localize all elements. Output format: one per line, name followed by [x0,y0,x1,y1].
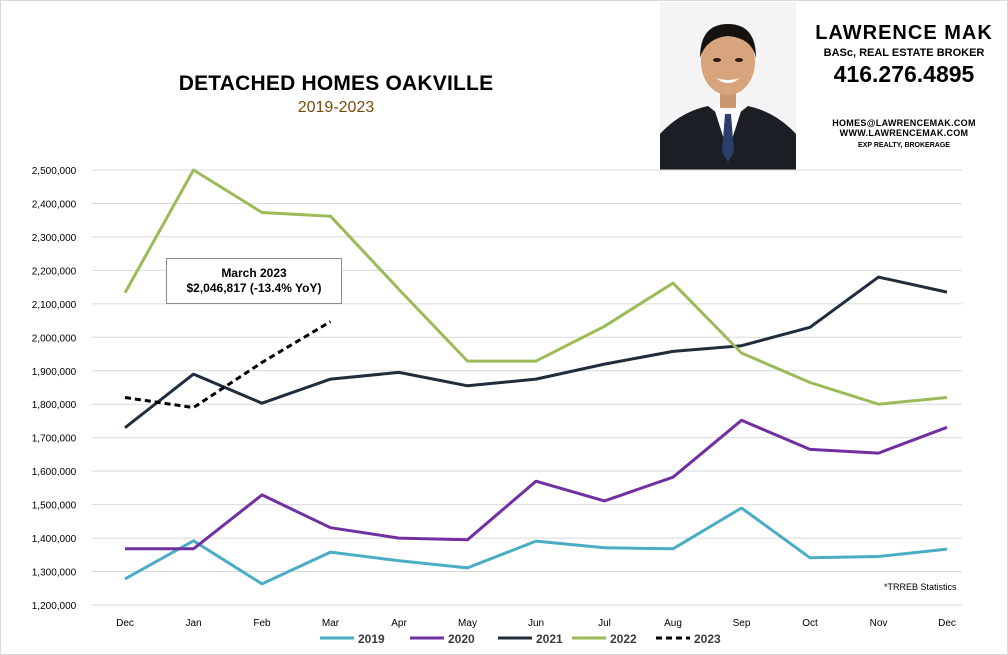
agent-info: LAWRENCE MAK BASc, REAL ESTATE BROKER 41… [808,22,1000,149]
y-tick-label: 1,300,000 [32,568,77,579]
y-tick-label: 1,500,000 [32,501,77,512]
y-tick-label: 1,400,000 [32,534,77,545]
legend-label-2020: 2020 [448,632,475,646]
x-tick-label: May [458,618,477,629]
series-line-2023 [124,320,332,410]
y-tick-label: 1,800,000 [32,400,77,411]
y-tick-label: 2,500,000 [32,166,77,177]
series-line-2019 [124,506,948,586]
source-note: *TRREB Statistics [884,582,957,592]
chart-title: DETACHED HOMES OAKVILLE [178,72,494,95]
x-tick-label: Oct [802,618,818,629]
x-tick-label: Nov [870,618,888,629]
x-tick-label: Sep [733,618,751,629]
x-tick-label: Dec [938,618,956,629]
y-tick-label: 2,300,000 [32,233,77,244]
x-tick-label: Aug [664,618,682,629]
agent-email: HOMES@LAWRENCEMAK.COM [832,118,976,128]
y-tick-label: 1,200,000 [32,601,77,612]
y-tick-label: 2,400,000 [32,199,77,210]
legend-label-2019: 2019 [358,632,385,646]
series-line-2022 [123,168,948,406]
y-tick-label: 2,100,000 [32,300,77,311]
agent-credentials: BASc, REAL ESTATE BROKER [823,47,985,59]
callout-line-2: $2,046,817 (-13.4% YoY) [186,281,322,295]
x-tick-label: Jun [528,618,544,629]
x-tick-label: Mar [322,618,340,629]
y-tick-label: 1,600,000 [32,467,77,478]
y-tick-label: 2,000,000 [32,333,77,344]
series-line-2021 [124,275,948,429]
x-tick-label: Feb [253,618,271,629]
agent-brokerage: EXP REALTY, BROKERAGE [858,142,950,149]
legend-label-2022: 2022 [610,632,637,646]
x-tick-label: Jan [185,618,201,629]
series-line-2020 [125,418,948,551]
callout-line-1: March 2023 [221,266,287,280]
y-tick-label: 1,900,000 [32,367,77,378]
x-tick-label: Dec [116,618,134,629]
chart-subtitle: 2019-2023 [297,99,375,116]
agent-website: WWW.LAWRENCEMAK.COM [839,128,969,138]
legend-label-2021: 2021 [536,632,563,646]
y-tick-label: 2,200,000 [32,266,77,277]
march-2023-callout: March 2023 $2,046,817 (-13.4% YoY) [166,258,342,304]
legend-label-2023: 2023 [694,632,721,646]
agent-phone: 416.276.4895 [833,61,975,87]
y-tick-label: 1,700,000 [32,434,77,445]
agent-name: LAWRENCE MAK [815,22,993,44]
x-tick-label: Apr [391,618,407,629]
agent-photo [660,2,796,170]
x-tick-label: Jul [598,618,611,629]
